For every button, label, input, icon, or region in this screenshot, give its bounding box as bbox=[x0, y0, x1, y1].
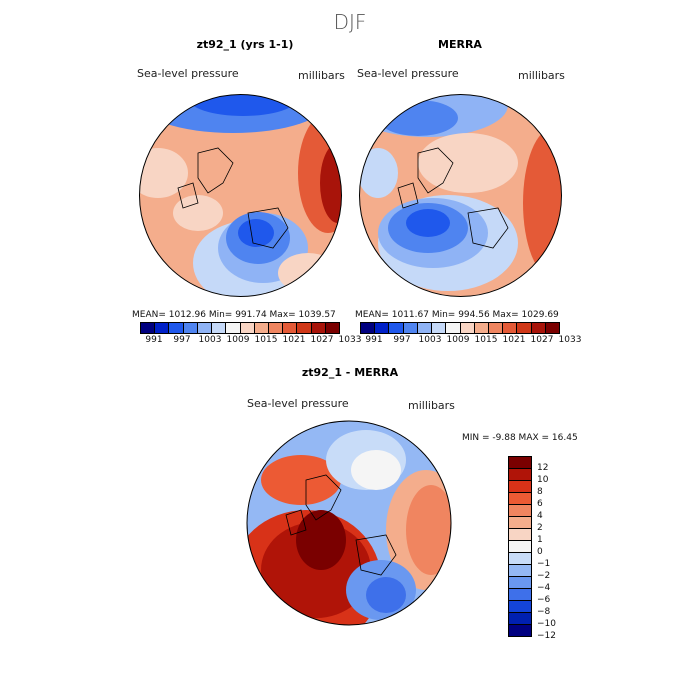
colorbar-tick: 1003 bbox=[418, 335, 442, 345]
colorbar-tick: 991 bbox=[145, 335, 163, 345]
colorbar-tick: 1003 bbox=[198, 335, 222, 345]
diff-variable-label: Sea-level pressure bbox=[247, 397, 349, 410]
diff-tick: 6 bbox=[537, 499, 543, 509]
colorbar-tick: 1033 bbox=[338, 335, 362, 345]
diff-units-label: millibars bbox=[408, 399, 455, 412]
diff-tick: −12 bbox=[537, 631, 556, 641]
colorbar-merra bbox=[360, 322, 560, 334]
colorbar-ticks-merra: 991 997 1003 1009 1015 1021 1027 1033 bbox=[360, 335, 584, 345]
colorbar-tick: 997 bbox=[393, 335, 411, 345]
polar-map-model bbox=[139, 94, 342, 297]
colorbar-tick: 1027 bbox=[310, 335, 334, 345]
colorbar-model bbox=[140, 322, 340, 334]
colorbar-difference bbox=[508, 456, 532, 637]
colorbar-tick: 1015 bbox=[474, 335, 498, 345]
diff-tick: 2 bbox=[537, 523, 543, 533]
colorbar-tick: 1009 bbox=[446, 335, 470, 345]
season-title: DJF bbox=[333, 10, 367, 34]
diff-tick: −8 bbox=[537, 607, 551, 617]
polar-map-merra bbox=[359, 94, 562, 297]
diff-panel-title: zt92_1 - MERRA bbox=[301, 366, 399, 379]
diff-tick: −10 bbox=[537, 619, 556, 629]
panel-variable-label: Sea-level pressure bbox=[137, 67, 239, 80]
colorbar-ticks-difference: 12 10 8 6 4 2 1 0 −1 −2 −4 −6 −8 −10 −12 bbox=[537, 462, 556, 642]
colorbar-tick: 1015 bbox=[254, 335, 278, 345]
colorbar-tick: 1033 bbox=[558, 335, 582, 345]
panel-title-model: zt92_1 (yrs 1-1) bbox=[196, 38, 294, 51]
colorbar-tick: 1027 bbox=[530, 335, 554, 345]
panel-title-merra: MERRA bbox=[438, 38, 482, 51]
diff-tick: −4 bbox=[537, 583, 551, 593]
colorbar-tick: 997 bbox=[173, 335, 191, 345]
panel-stats-model: MEAN= 1012.96 Min= 991.74 Max= 1039.57 bbox=[132, 310, 336, 320]
diff-tick: −1 bbox=[537, 559, 551, 569]
panel-units-label: millibars bbox=[298, 69, 345, 82]
panel-variable-label: Sea-level pressure bbox=[357, 67, 459, 80]
diff-tick: 0 bbox=[537, 547, 543, 557]
polar-map-difference bbox=[246, 420, 452, 626]
diff-tick: 10 bbox=[537, 475, 549, 485]
diff-tick: 12 bbox=[537, 463, 549, 473]
diff-tick: −2 bbox=[537, 571, 551, 581]
colorbar-tick: 1021 bbox=[282, 335, 306, 345]
diff-stats: MIN = -9.88 MAX = 16.45 bbox=[462, 433, 578, 443]
diff-tick: 8 bbox=[537, 487, 543, 497]
diff-tick: 1 bbox=[537, 535, 543, 545]
panel-units-label: millibars bbox=[518, 69, 565, 82]
diff-tick: 4 bbox=[537, 511, 543, 521]
diff-tick: −6 bbox=[537, 595, 551, 605]
colorbar-tick: 1009 bbox=[226, 335, 250, 345]
panel-stats-merra: MEAN= 1011.67 Min= 994.56 Max= 1029.69 bbox=[355, 310, 559, 320]
colorbar-ticks-model: 991 997 1003 1009 1015 1021 1027 1033 bbox=[140, 335, 364, 345]
colorbar-tick: 991 bbox=[365, 335, 383, 345]
colorbar-tick: 1021 bbox=[502, 335, 526, 345]
